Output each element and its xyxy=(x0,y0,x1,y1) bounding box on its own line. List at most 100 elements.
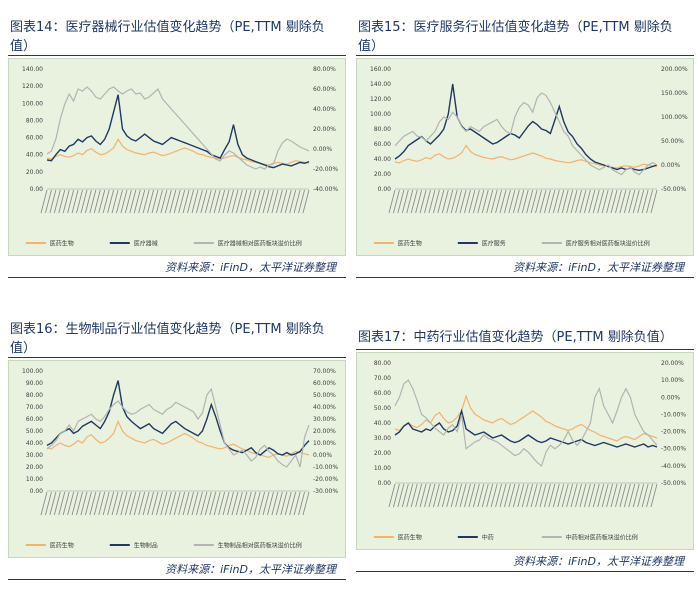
x-tick-mark xyxy=(209,189,217,214)
x-tick-mark xyxy=(49,491,57,516)
x-tick-mark xyxy=(575,189,582,214)
y-tick-label-left: 80.00 xyxy=(26,392,43,399)
x-tick-mark xyxy=(526,483,534,508)
x-tick-mark xyxy=(561,189,569,214)
x-tick-mark xyxy=(169,189,177,214)
x-tick-mark xyxy=(222,189,230,214)
y-tick-label-right: -50.00% xyxy=(661,480,686,487)
y-tick-label-left: 100.00 xyxy=(22,368,43,375)
x-tick-mark xyxy=(415,189,423,214)
y-tick-label-right: 70.00% xyxy=(313,368,336,375)
chart-svg: 140.00 120.00 100.00 80.00 60.00 40.00 20.00 0.… xyxy=(22,66,338,248)
x-tick-mark xyxy=(76,491,83,516)
y-tick-label-left: 20.00 xyxy=(374,450,391,457)
x-tick-mark xyxy=(504,189,511,214)
y-tick-label-left: 100.00 xyxy=(22,100,43,107)
x-tick-mark xyxy=(191,491,199,516)
x-tick-mark xyxy=(40,491,48,516)
y-tick-label-left: 80.00 xyxy=(26,117,43,124)
x-tick-mark xyxy=(410,483,418,508)
x-tick-mark xyxy=(486,189,494,214)
y-tick-label-left: 90.00 xyxy=(26,380,43,387)
y-tick-label-left: 10.00 xyxy=(374,465,391,472)
y-tick-label-right: 20.00% xyxy=(313,126,336,133)
chart-area: 100.00 90.00 80.00 70.00 60.00 50.00 40.00 30.0… xyxy=(8,360,346,558)
legend-label: 医药生物 xyxy=(398,534,422,542)
x-tick-mark xyxy=(632,483,640,508)
legend-label: 医疗器械相对医药板块溢价比例 xyxy=(218,240,302,248)
x-tick-mark xyxy=(410,189,418,214)
x-tick-mark xyxy=(244,491,252,516)
chart-panel-15: 图表15：医疗服务行业估值变化趋势（PE,TTM 剔除负值） 160.00 140… xyxy=(356,18,694,278)
x-tick-mark xyxy=(173,189,181,214)
x-tick-mark xyxy=(71,491,79,516)
x-tick-mark xyxy=(543,189,551,214)
x-tick-mark xyxy=(619,483,627,508)
x-tick-mark xyxy=(45,189,52,214)
x-tick-mark xyxy=(102,189,110,214)
y-tick-label-right: 10.00% xyxy=(661,377,684,384)
x-tick-mark xyxy=(552,483,560,508)
x-tick-mark xyxy=(138,491,146,516)
x-tick-mark xyxy=(53,189,61,214)
x-tick-mark xyxy=(262,189,270,214)
y-tick-label-right: 30.00% xyxy=(313,416,336,423)
legend-label: 医疗器械 xyxy=(134,240,158,248)
x-tick-mark xyxy=(182,189,190,214)
x-tick-mark xyxy=(142,491,150,516)
x-tick-mark xyxy=(84,491,92,516)
x-tick-mark xyxy=(459,483,467,508)
y-tick-label-right: 80.00% xyxy=(313,66,336,73)
x-tick-mark xyxy=(102,491,110,516)
x-tick-mark xyxy=(169,491,177,516)
series-line-0 xyxy=(46,138,310,166)
x-tick-mark xyxy=(388,189,396,214)
x-tick-mark xyxy=(178,491,186,516)
x-tick-mark xyxy=(240,189,248,214)
x-tick-mark xyxy=(579,189,587,214)
x-tick-mark xyxy=(432,189,440,214)
series-line-1 xyxy=(394,83,658,172)
y-tick-label-left: 70.00 xyxy=(374,375,391,382)
x-tick-mark xyxy=(267,491,274,516)
x-tick-mark xyxy=(393,189,400,214)
y-tick-label-right: 20.00% xyxy=(661,360,684,367)
x-tick-mark xyxy=(481,189,489,214)
x-tick-mark xyxy=(601,189,609,214)
x-tick-mark xyxy=(124,189,132,214)
x-tick-mark xyxy=(393,483,400,508)
x-tick-mark xyxy=(84,189,92,214)
y-tick-label-left: 20.00 xyxy=(26,464,43,471)
x-tick-mark xyxy=(298,189,305,214)
x-tick-mark xyxy=(262,491,270,516)
x-tick-mark xyxy=(289,189,297,214)
x-tick-mark xyxy=(446,483,454,508)
x-tick-mark xyxy=(289,491,297,516)
legend-label: 生物制品 xyxy=(134,542,158,550)
y-tick-label-left: 160.00 xyxy=(370,66,391,73)
x-tick-mark xyxy=(173,491,181,516)
x-tick-mark xyxy=(129,491,137,516)
x-tick-mark xyxy=(244,189,252,214)
x-tick-mark xyxy=(397,483,405,508)
x-tick-mark xyxy=(124,491,132,516)
x-tick-mark xyxy=(641,189,649,214)
x-tick-mark xyxy=(235,189,243,214)
x-tick-mark xyxy=(89,491,97,516)
x-tick-mark xyxy=(231,189,239,214)
x-tick-mark xyxy=(464,189,471,214)
y-tick-label-left: 120.00 xyxy=(22,83,43,90)
x-tick-mark xyxy=(615,189,622,214)
x-tick-mark xyxy=(566,189,574,214)
x-tick-mark xyxy=(116,491,123,516)
legend-label: 医药生物 xyxy=(50,542,74,550)
series-line-0 xyxy=(46,419,310,459)
x-tick-mark xyxy=(275,189,283,214)
x-tick-mark xyxy=(446,189,454,214)
y-tick-label-left: 80.00 xyxy=(374,126,391,133)
x-tick-mark xyxy=(428,189,436,214)
chart-title: 图表16：生物制品行业估值变化趋势（PE,TTM 剔除负值） xyxy=(8,320,346,358)
x-tick-mark xyxy=(543,483,551,508)
x-tick-mark xyxy=(441,189,449,214)
x-tick-mark xyxy=(271,491,279,516)
